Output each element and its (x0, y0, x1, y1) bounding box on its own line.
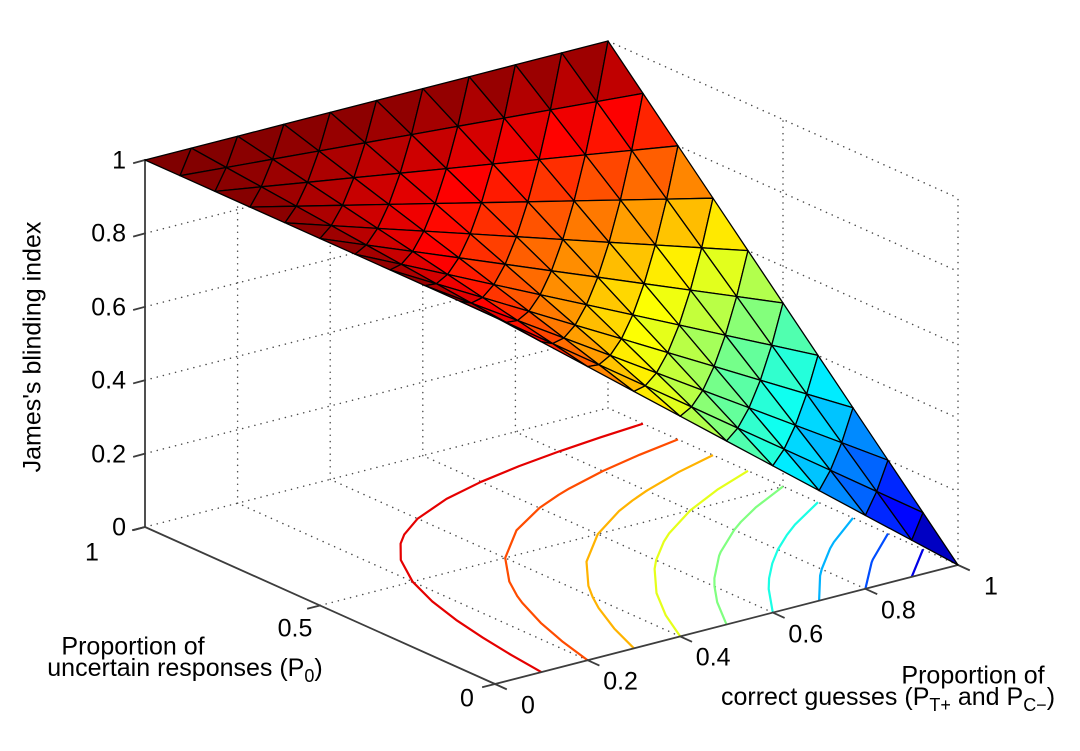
pc-minus-subscript: C− (1023, 695, 1047, 716)
x-tick-label-0.6: 0.6 (788, 620, 824, 649)
z-tick-label-0.4: 0.4 (91, 366, 126, 395)
contour-level-0.6 (653, 469, 749, 638)
contour-level-0.8 (504, 438, 679, 662)
contour-level-0.2 (864, 533, 889, 590)
z-tick-label-0.8: 0.8 (91, 219, 126, 248)
surface-mesh (144, 40, 959, 566)
x-tick-label-0.8: 0.8 (881, 596, 916, 625)
contour-level-0.9 (399, 422, 644, 674)
axis-tick-marks (131, 158, 971, 691)
x-tick-label-0.2: 0.2 (603, 667, 638, 696)
x-tick-label-0: 0 (521, 691, 535, 720)
y-axis-label-close: ) (314, 654, 323, 683)
pt-plus-subscript: T+ (929, 695, 951, 716)
y-tick-label-1: 1 (85, 538, 99, 567)
p0-subscript: 0 (304, 666, 315, 687)
x-axis-label-line1: Proportion of (901, 661, 1045, 690)
y-tick-label-0: 0 (460, 684, 474, 713)
contour-level-0.1 (910, 548, 925, 578)
contour-level-0.5 (713, 485, 784, 625)
x-axis-label-mid: and P (950, 683, 1024, 712)
z-tick-label-0: 0 (112, 513, 126, 542)
contour-level-0.7 (585, 454, 714, 650)
contour-level-0.3 (818, 517, 854, 601)
x-axis-label-text: correct guesses (P (720, 683, 930, 712)
y-axis-label-line1: Proportion of (61, 632, 205, 661)
z-tick-label-1: 1 (112, 146, 126, 175)
x-axis-label-line2: correct guesses (PT+ and PC−) (720, 683, 1056, 716)
x-tick-label-0.4: 0.4 (695, 643, 731, 672)
x-axis-label-close: ) (1046, 683, 1056, 712)
z-axis-label: James's blinding index (18, 221, 47, 473)
floor-contour-lines (399, 422, 925, 674)
contour-level-0.4 (767, 501, 819, 613)
y-tick-label-0.5: 0.5 (277, 614, 313, 642)
z-tick-label-0.2: 0.2 (91, 440, 126, 469)
x-tick-label-1: 1 (984, 572, 998, 601)
y-axis-label-line2: uncertain responses (P0) (47, 654, 323, 687)
y-axis-label-text: uncertain responses (P (47, 654, 305, 683)
z-tick-label-0.6: 0.6 (91, 293, 126, 322)
